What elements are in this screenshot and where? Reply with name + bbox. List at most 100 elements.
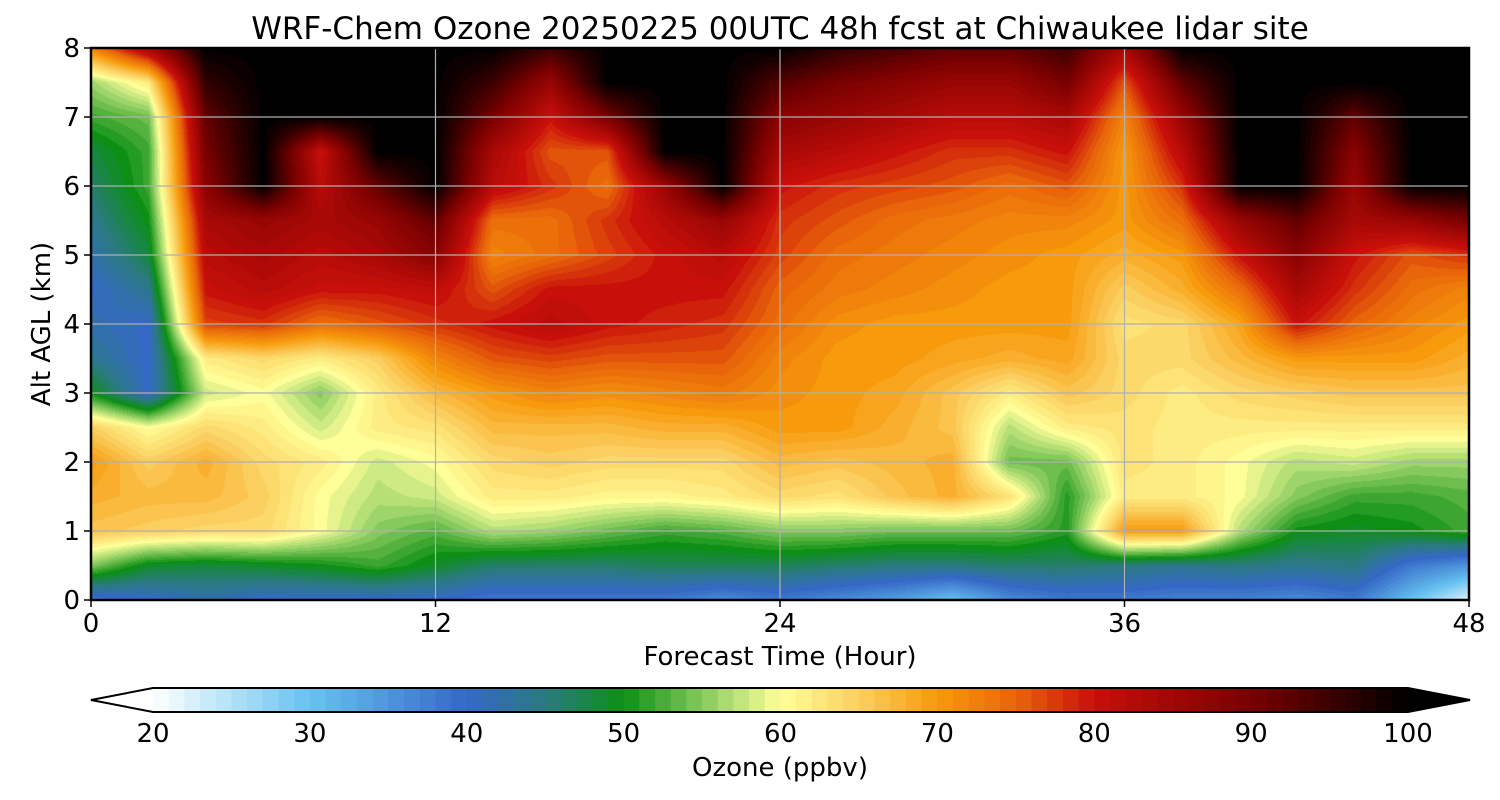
- colorbar-segment: [968, 688, 986, 712]
- y-tick-label: 6: [63, 172, 80, 202]
- colorbar-segment: [827, 688, 844, 712]
- colorbar-segment: [1157, 688, 1174, 712]
- colorbar-segment: [466, 688, 484, 712]
- x-axis-ticks: 0 12 24 36 48: [83, 600, 1486, 639]
- x-tick-label: 12: [419, 609, 452, 639]
- colorbar-segment: [623, 688, 640, 712]
- colorbar-segment: [1141, 688, 1158, 712]
- colorbar-segment: [1345, 688, 1362, 712]
- colorbar-segment: [1282, 688, 1299, 712]
- colorbar-segment: [262, 688, 280, 712]
- colorbar-segment: [341, 688, 358, 712]
- colorbar-segment: [404, 688, 421, 712]
- colorbar-segment: [1235, 688, 1252, 712]
- colorbar-segment: [655, 688, 672, 712]
- x-tick-label: 24: [763, 609, 796, 639]
- colorbar-tick-label: 80: [1078, 719, 1111, 749]
- colorbar-segment: [1188, 688, 1205, 712]
- colorbar-segment: [780, 688, 797, 712]
- colorbar-segment: [576, 688, 593, 712]
- colorbar-segment: [482, 688, 499, 712]
- colorbar-segment: [1266, 688, 1284, 712]
- colorbar-tick-label: 30: [293, 719, 326, 749]
- colorbar-segment: [545, 688, 562, 712]
- colorbar-segment: [498, 688, 515, 712]
- colorbar-segment: [388, 688, 405, 712]
- colorbar-segment: [215, 688, 233, 712]
- colorbar-max-extension: [1408, 688, 1470, 712]
- colorbar-tick-label: 100: [1383, 719, 1433, 749]
- y-tick-label: 4: [63, 310, 80, 340]
- colorbar-segment: [294, 688, 311, 712]
- colorbar-segment: [1392, 688, 1409, 712]
- x-tick-label: 36: [1108, 609, 1141, 639]
- colorbar-segment: [278, 688, 295, 712]
- colorbar-segment: [513, 688, 531, 712]
- y-tick-label: 1: [63, 517, 80, 547]
- colorbar-label: Ozone (ppbv): [692, 753, 868, 783]
- colorbar-segment: [1015, 688, 1033, 712]
- colorbar-segment: [874, 688, 891, 712]
- colorbar-segment: [153, 688, 170, 712]
- colorbar-segment: [906, 688, 923, 712]
- y-tick-label: 3: [63, 379, 80, 409]
- colorbar-segment: [200, 688, 217, 712]
- colorbar-segment: [419, 688, 436, 712]
- colorbar-tick-label: 50: [607, 719, 640, 749]
- colorbar-segment: [702, 688, 719, 712]
- colorbar-segment: [717, 688, 735, 712]
- colorbar-segment: [309, 688, 327, 712]
- colorbar-segment: [1094, 688, 1111, 712]
- colorbar-segment: [1172, 688, 1189, 712]
- colorbar-segment: [749, 688, 766, 712]
- colorbar-outline: [90, 687, 1471, 713]
- colorbar-segment: [1219, 688, 1237, 712]
- colorbar-segment: [1000, 688, 1017, 712]
- colorbar-segment: [843, 688, 860, 712]
- colorbar-segment: [733, 688, 750, 712]
- x-tick-label: 48: [1452, 609, 1485, 639]
- colorbar-segment: [890, 688, 907, 712]
- colorbar-segment: [560, 688, 578, 712]
- y-tick-label: 0: [63, 586, 80, 616]
- colorbar-segment: [451, 688, 468, 712]
- colorbar-segment: [764, 688, 782, 712]
- colorbar-segment: [984, 688, 1001, 712]
- colorbar-segment: [168, 688, 185, 712]
- colorbar-segment: [231, 688, 248, 712]
- colorbar-segment: [1329, 688, 1346, 712]
- y-axis-ticks: 0 1 2 3 4 5 6 7 8: [63, 34, 91, 616]
- colorbar-segment: [686, 688, 703, 712]
- colorbar-segment: [356, 688, 374, 712]
- colorbar-tick-label: 60: [764, 719, 797, 749]
- colorbar-tick-label: 40: [450, 719, 483, 749]
- colorbar-min-extension: [91, 688, 153, 712]
- colorbar-segment: [1204, 688, 1221, 712]
- colorbar-segment: [325, 688, 342, 712]
- colorbar-segment: [937, 688, 954, 712]
- colorbar-segment: [1062, 688, 1080, 712]
- y-axis-label: Alt AGL (km): [27, 242, 57, 406]
- colorbar-segment: [1047, 688, 1064, 712]
- colorbar-segment: [435, 688, 452, 712]
- colorbar-segment: [1298, 688, 1315, 712]
- colorbar-segment: [607, 688, 625, 712]
- colorbar-segment: [1376, 688, 1393, 712]
- y-tick-label: 2: [63, 448, 80, 478]
- colorbar-segment: [1360, 688, 1378, 712]
- colorbar: 20 30 40 50 60 70 80 90 100: [90, 687, 1471, 749]
- colorbar-segment: [1031, 688, 1048, 712]
- colorbar-segment: [1313, 688, 1331, 712]
- colorbar-segment: [1109, 688, 1127, 712]
- y-tick-label: 7: [63, 103, 80, 133]
- colorbar-segment: [247, 688, 264, 712]
- colorbar-segment: [921, 688, 938, 712]
- colorbar-tick-label: 90: [1235, 719, 1268, 749]
- colorbar-segment: [1125, 688, 1142, 712]
- colorbar-segment: [953, 688, 970, 712]
- y-tick-label: 5: [63, 241, 80, 271]
- colorbar-segment: [592, 688, 609, 712]
- colorbar-tick-label: 70: [921, 719, 954, 749]
- x-axis-label: Forecast Time (Hour): [643, 642, 916, 672]
